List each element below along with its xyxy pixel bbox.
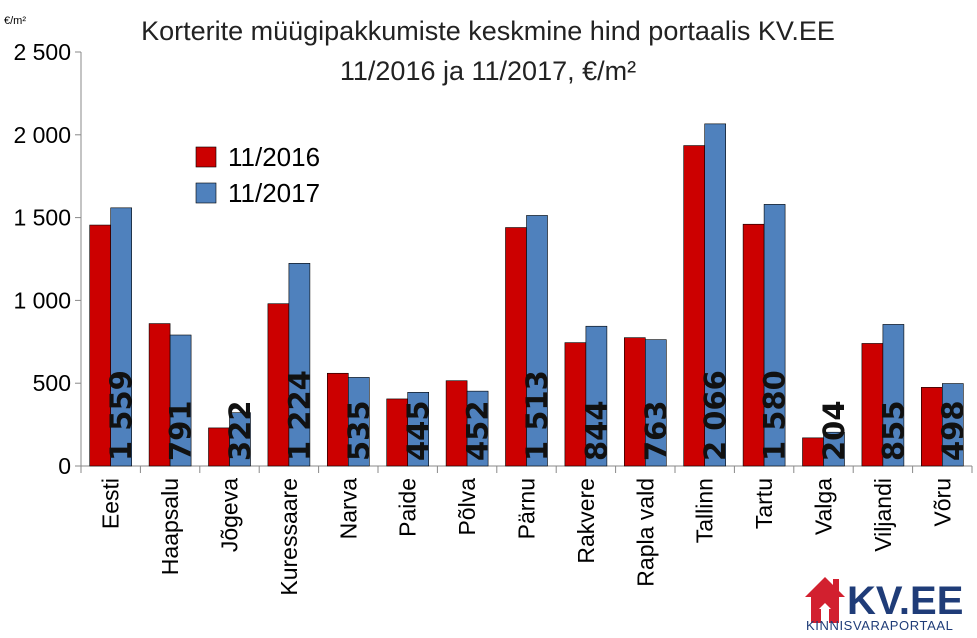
data-label: 844	[579, 400, 613, 461]
bar-11-2017	[526, 215, 548, 467]
bar-11-2017	[169, 334, 192, 467]
category-label: Kuressaare	[276, 478, 302, 596]
data-label: 322	[223, 400, 257, 461]
category-label: Eesti	[98, 478, 124, 529]
y-tick-label: 500	[33, 370, 71, 396]
data-label: 498	[936, 400, 970, 461]
bar-11-2017	[823, 431, 845, 467]
data-label: 855	[876, 400, 910, 461]
data-label: 452	[461, 400, 495, 461]
data-label: 204	[817, 400, 851, 461]
logo-tagline: KINNISVARAPORTAAL	[806, 618, 953, 633]
data-label: 1 224	[282, 370, 316, 461]
y-tick-label: 2 500	[13, 39, 71, 65]
chart-subtitle: 11/2016 ja 11/2017, €/m²	[340, 56, 636, 86]
bar-11-2017	[407, 392, 430, 467]
category-label: Valga	[811, 478, 837, 535]
y-tick-label: 0	[58, 453, 71, 479]
category-label: Pärnu	[514, 478, 540, 539]
bar-11-2017	[882, 324, 905, 467]
bar-11-2017	[110, 207, 132, 467]
category-label: Jõgeva	[217, 478, 243, 552]
category-label: Paide	[395, 478, 421, 537]
category-label: Tallinn	[692, 478, 718, 543]
category-label: Põlva	[454, 478, 480, 536]
category-label: Rapla vald	[632, 478, 658, 587]
house-icon	[805, 577, 845, 623]
data-label: 1 513	[520, 370, 554, 461]
bar-11-2017	[347, 377, 370, 467]
y-tick-label: 1 500	[13, 205, 71, 231]
data-label: 445	[401, 400, 435, 461]
kv-ee-logo: KV.EE KINNISVARAPORTAAL	[805, 577, 963, 633]
bar-11-2017	[763, 204, 786, 467]
category-label: Tartu	[751, 478, 777, 529]
data-label: 791	[164, 400, 198, 461]
bar-11-2017	[585, 325, 608, 467]
data-label: 535	[342, 400, 376, 461]
legend-swatch	[195, 182, 217, 204]
category-label: Võru	[929, 478, 955, 527]
legend-label: 11/2016	[228, 142, 320, 172]
y-tick-label: 2 000	[13, 122, 71, 148]
category-label: Viljandi	[870, 478, 896, 552]
category-label: Rakvere	[573, 478, 599, 564]
bar-11-2017	[288, 263, 311, 467]
bar-11-2017	[466, 390, 489, 467]
bar-11-2017	[704, 123, 727, 467]
plot-area: 0 500 1 000 1 500 2 000 2 500 1 559 Eesti 791 Haa…	[13, 39, 973, 596]
logo-name: KV.EE	[847, 579, 963, 623]
bar-11-2017	[229, 412, 251, 467]
y-axis-unit: €/m²	[4, 15, 26, 27]
legend: 11/2016 11/2017	[195, 142, 320, 208]
data-label: 1 559	[104, 370, 138, 461]
y-tick-label: 1 000	[13, 287, 71, 313]
data-label: 2 066	[698, 370, 732, 461]
data-label: 1 580	[758, 370, 792, 461]
bar-11-2017	[644, 339, 667, 467]
category-label: Narva	[335, 478, 361, 540]
bar-11-2017	[941, 383, 964, 467]
legend-label: 11/2017	[228, 178, 320, 208]
category-label: Haapsalu	[157, 478, 183, 575]
legend-swatch	[195, 146, 217, 168]
chart-title: Korterite müügipakkumiste keskmine hind …	[141, 16, 835, 46]
data-label: 763	[639, 400, 673, 461]
